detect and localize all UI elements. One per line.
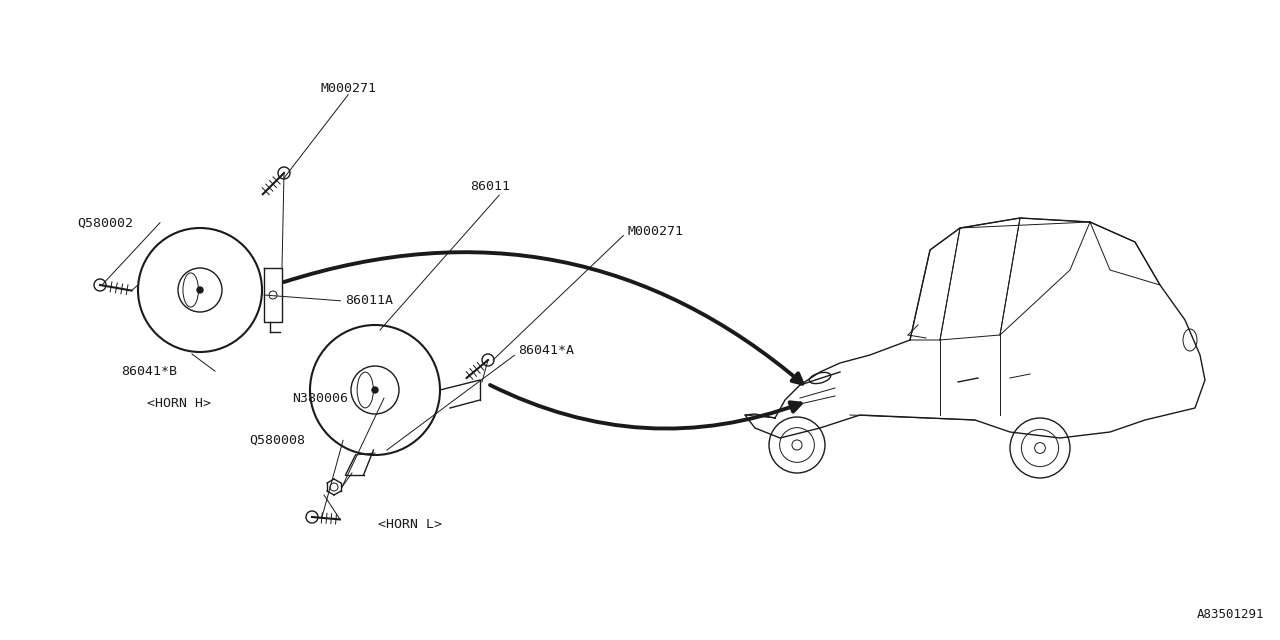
Text: Q580002: Q580002 (77, 216, 133, 229)
Text: N380006: N380006 (292, 392, 348, 404)
Text: 86011: 86011 (470, 180, 509, 193)
Text: <HORN H>: <HORN H> (147, 397, 211, 410)
Text: M000271: M000271 (627, 225, 684, 238)
Text: 86041*A: 86041*A (518, 344, 575, 357)
Circle shape (197, 287, 204, 293)
FancyArrowPatch shape (284, 252, 803, 383)
Circle shape (372, 387, 378, 393)
Text: 86011A: 86011A (346, 294, 394, 307)
Text: 86041*B: 86041*B (122, 365, 178, 378)
Text: Q580008: Q580008 (250, 434, 306, 447)
Text: <HORN L>: <HORN L> (378, 518, 442, 531)
Text: A83501291: A83501291 (1197, 608, 1265, 621)
Text: M000271: M000271 (320, 82, 376, 95)
FancyArrowPatch shape (490, 385, 801, 429)
